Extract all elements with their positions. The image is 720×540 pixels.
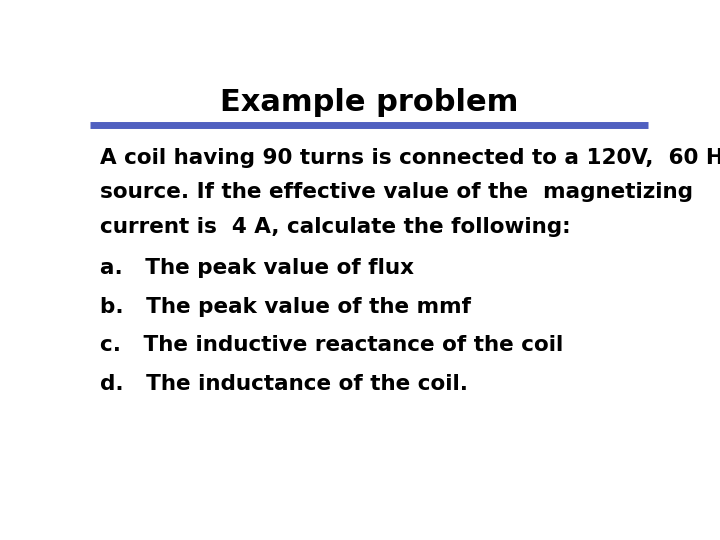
Text: source. If the effective value of the  magnetizing: source. If the effective value of the ma… [100, 183, 693, 202]
Text: current is  4 A, calculate the following:: current is 4 A, calculate the following: [100, 217, 571, 237]
Text: b.   The peak value of the mmf: b. The peak value of the mmf [100, 297, 471, 317]
Text: Example problem: Example problem [220, 87, 518, 117]
Text: A coil having 90 turns is connected to a 120V,  60 Hz: A coil having 90 turns is connected to a… [100, 148, 720, 168]
Text: c.   The inductive reactance of the coil: c. The inductive reactance of the coil [100, 335, 563, 355]
Text: a.   The peak value of flux: a. The peak value of flux [100, 258, 414, 278]
Text: d.   The inductance of the coil.: d. The inductance of the coil. [100, 374, 468, 394]
